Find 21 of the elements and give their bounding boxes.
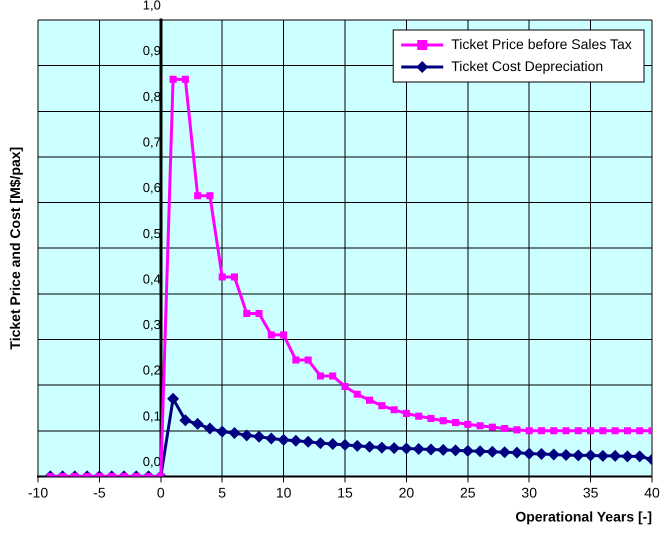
y-tick-label: 0,2 (142, 362, 161, 378)
x-tick-label: 0 (156, 484, 165, 501)
x-tick-label: 20 (398, 484, 414, 501)
y-axis-title: Ticket Price and Cost [M$/pax] (6, 146, 23, 350)
x-tick-label: -10 (28, 484, 48, 501)
legend-label: Ticket Price before Sales Tax (451, 36, 632, 52)
x-tick-label: 25 (460, 484, 476, 501)
y-tick-label: 0,4 (142, 271, 161, 286)
x-axis-title: Operational Years [-] (515, 508, 652, 524)
x-tick-label: 15 (337, 484, 353, 501)
y-tick-label: 0,7 (142, 134, 161, 150)
x-tick-label: 10 (276, 484, 292, 501)
x-tick-label: 40 (644, 484, 660, 501)
y-tick-label: 0,1 (142, 408, 161, 424)
legend-label: Ticket Cost Depreciation (451, 58, 604, 74)
y-tick-label: 1,0 (142, 0, 161, 13)
x-tick-label: -5 (93, 484, 106, 501)
x-tick-label: 5 (218, 484, 226, 501)
x-tick-label: 35 (582, 484, 599, 501)
x-tick-label: 30 (521, 484, 538, 501)
y-tick-label: 0,6 (142, 180, 161, 196)
